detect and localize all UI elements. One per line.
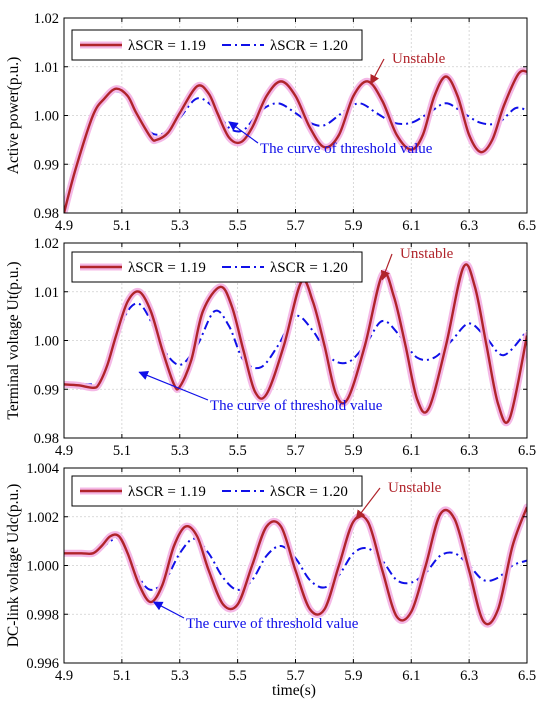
y-tick-label: 1.000 (26, 559, 59, 575)
x-tick-label: 6.3 (460, 218, 478, 234)
x-tick-label: 5.1 (113, 668, 131, 684)
annotation-threshold-curve: The curve of threshold value (210, 398, 383, 414)
legend: λSCR = 1.19 λSCR = 1.20 (71, 475, 363, 507)
annotation-arrow-threshold (138, 370, 209, 401)
annotation-threshold-curve: The curve of threshold value (260, 141, 433, 157)
x-tick-label: 5.3 (171, 668, 189, 684)
annotation-arrow-unstable (370, 58, 385, 85)
y-tick-label: 0.98 (34, 431, 59, 447)
x-tick-label: 5.7 (286, 668, 304, 684)
annotation-arrow-unstable (380, 253, 393, 281)
chart-panel-2: 4.9 5.1 5.3 5.5 5.7 5.9 6.1 6.3 6.5 0.98 0.99 1.00 1… (5, 236, 536, 459)
x-tick-label: 5.7 (286, 443, 304, 459)
series-line-lambda-1-19 (64, 506, 527, 626)
y-tick-label: 1.004 (26, 461, 59, 477)
legend: λSCR = 1.19 λSCR = 1.20 (71, 251, 363, 283)
legend-label-lambda-1-20: λSCR = 1.20 (270, 260, 348, 276)
chart-panel-3: 4.9 5.1 5.3 5.5 5.7 5.9 6.1 6.3 6.5 0.996 0.998 1.0… (5, 461, 536, 684)
y-tick-label: 1.02 (34, 236, 59, 252)
x-tick-label: 5.7 (286, 218, 304, 234)
annotation-arrow-unstable (355, 487, 381, 520)
x-tick-label: 5.1 (113, 443, 131, 459)
chart-panel-1: 4.9 5.1 5.3 5.5 5.7 5.9 6.1 6.3 6.5 0.98 0.99 1.00 1… (5, 11, 536, 234)
plot-area (64, 503, 527, 628)
x-tick-label: 6.1 (402, 443, 420, 459)
legend-label-lambda-1-20: λSCR = 1.20 (270, 38, 348, 54)
annotation-unstable: Unstable (388, 480, 442, 496)
y-tick-label: 1.00 (34, 334, 59, 350)
x-tick-label: 5.9 (344, 443, 362, 459)
y-tick-label: 0.998 (26, 607, 59, 623)
x-tick-label: 5.5 (229, 443, 247, 459)
x-tick-label: 5.5 (229, 218, 247, 234)
annotation-unstable: Unstable (392, 51, 446, 67)
x-tick-label: 6.5 (518, 443, 536, 459)
x-tick-label: 5.3 (171, 443, 189, 459)
legend-label-lambda-1-19: λSCR = 1.19 (128, 260, 206, 276)
x-axis-label: time(s) (272, 682, 316, 699)
x-tick-label: 6.3 (460, 443, 478, 459)
y-axis-label: Active power(p.u.) (5, 57, 22, 175)
y-tick-label: 1.02 (34, 11, 59, 27)
legend-label-lambda-1-19: λSCR = 1.19 (128, 38, 206, 54)
x-tick-label: 6.1 (402, 218, 420, 234)
legend: λSCR = 1.19 λSCR = 1.20 (71, 29, 363, 61)
x-tick-label: 5.5 (229, 668, 247, 684)
y-tick-label: 1.00 (34, 109, 59, 125)
y-tick-label: 1.01 (34, 60, 59, 76)
plot-area (64, 260, 527, 427)
y-axis-label: DC-link voltage Udc(p.u.) (5, 484, 22, 648)
y-tick-label: 0.99 (34, 382, 59, 398)
y-tick-label: 0.99 (34, 157, 59, 173)
plot-area (64, 67, 527, 213)
x-tick-label: 4.9 (55, 668, 73, 684)
annotation-arrow-threshold (152, 601, 185, 619)
x-tick-label: 6.5 (518, 668, 536, 684)
series-line-lambda-1-19 (64, 263, 527, 424)
annotation-arrow-threshold (228, 121, 259, 144)
x-tick-label: 5.1 (113, 218, 131, 234)
x-tick-label: 6.5 (518, 218, 536, 234)
legend-label-lambda-1-20: λSCR = 1.20 (270, 484, 348, 500)
series-line-lambda-1-19 (64, 69, 527, 213)
series-line-lambda-1-20 (64, 90, 527, 213)
x-tick-label: 4.9 (55, 218, 73, 234)
y-tick-label: 0.996 (26, 656, 59, 672)
x-tick-label: 5.9 (344, 218, 362, 234)
y-tick-label: 0.98 (34, 206, 59, 222)
annotation-threshold-curve: The curve of threshold value (186, 616, 359, 632)
y-axis-label: Terminal voltage Ut(p.u.) (5, 261, 22, 419)
legend-label-lambda-1-19: λSCR = 1.19 (128, 484, 206, 500)
y-tick-label: 1.002 (26, 510, 59, 526)
x-tick-label: 5.3 (171, 218, 189, 234)
x-tick-label: 6.3 (460, 668, 478, 684)
x-tick-label: 5.9 (344, 668, 362, 684)
annotation-unstable: Unstable (400, 246, 454, 262)
x-tick-label: 6.1 (402, 668, 420, 684)
y-tick-label: 1.01 (34, 285, 59, 301)
x-tick-label: 4.9 (55, 443, 73, 459)
